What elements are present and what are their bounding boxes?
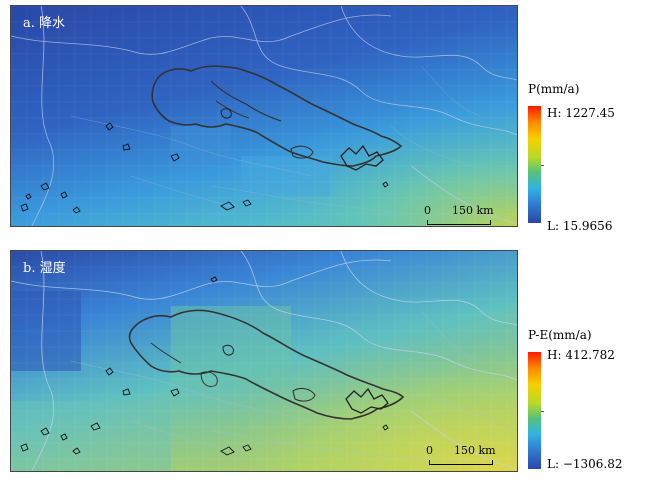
legend-title: P(mm/a) — [528, 82, 580, 96]
scale-distance-label: 150 km — [454, 444, 496, 457]
scale-distance-label: 150 km — [452, 204, 494, 217]
humidity-map — [11, 251, 517, 471]
color-scale-bar — [528, 352, 541, 469]
precipitation-map-panel: a. 降水 0 150 km — [10, 5, 518, 227]
color-scale-bar — [528, 106, 541, 223]
scale-bar: 0 150 km — [425, 444, 511, 465]
legend-title: P-E(mm/a) — [528, 328, 592, 342]
panel-b-label: b. 湿度 — [23, 261, 66, 276]
legend-low-label: L: −1306.82 — [547, 457, 623, 471]
scale-bar: 0 150 km — [423, 204, 509, 225]
scale-zero-label: 0 — [424, 204, 431, 217]
precipitation-map — [11, 6, 517, 226]
panel-a-label: a. 降水 — [23, 16, 66, 31]
legend-high-label: H: 412.782 — [547, 348, 615, 362]
legend-high-label: H: 1227.45 — [547, 106, 615, 120]
humidity-map-panel: b. 湿度 0 150 km — [10, 250, 518, 472]
scale-zero-label: 0 — [426, 444, 433, 457]
legend-low-label: L: 15.9656 — [547, 219, 613, 233]
